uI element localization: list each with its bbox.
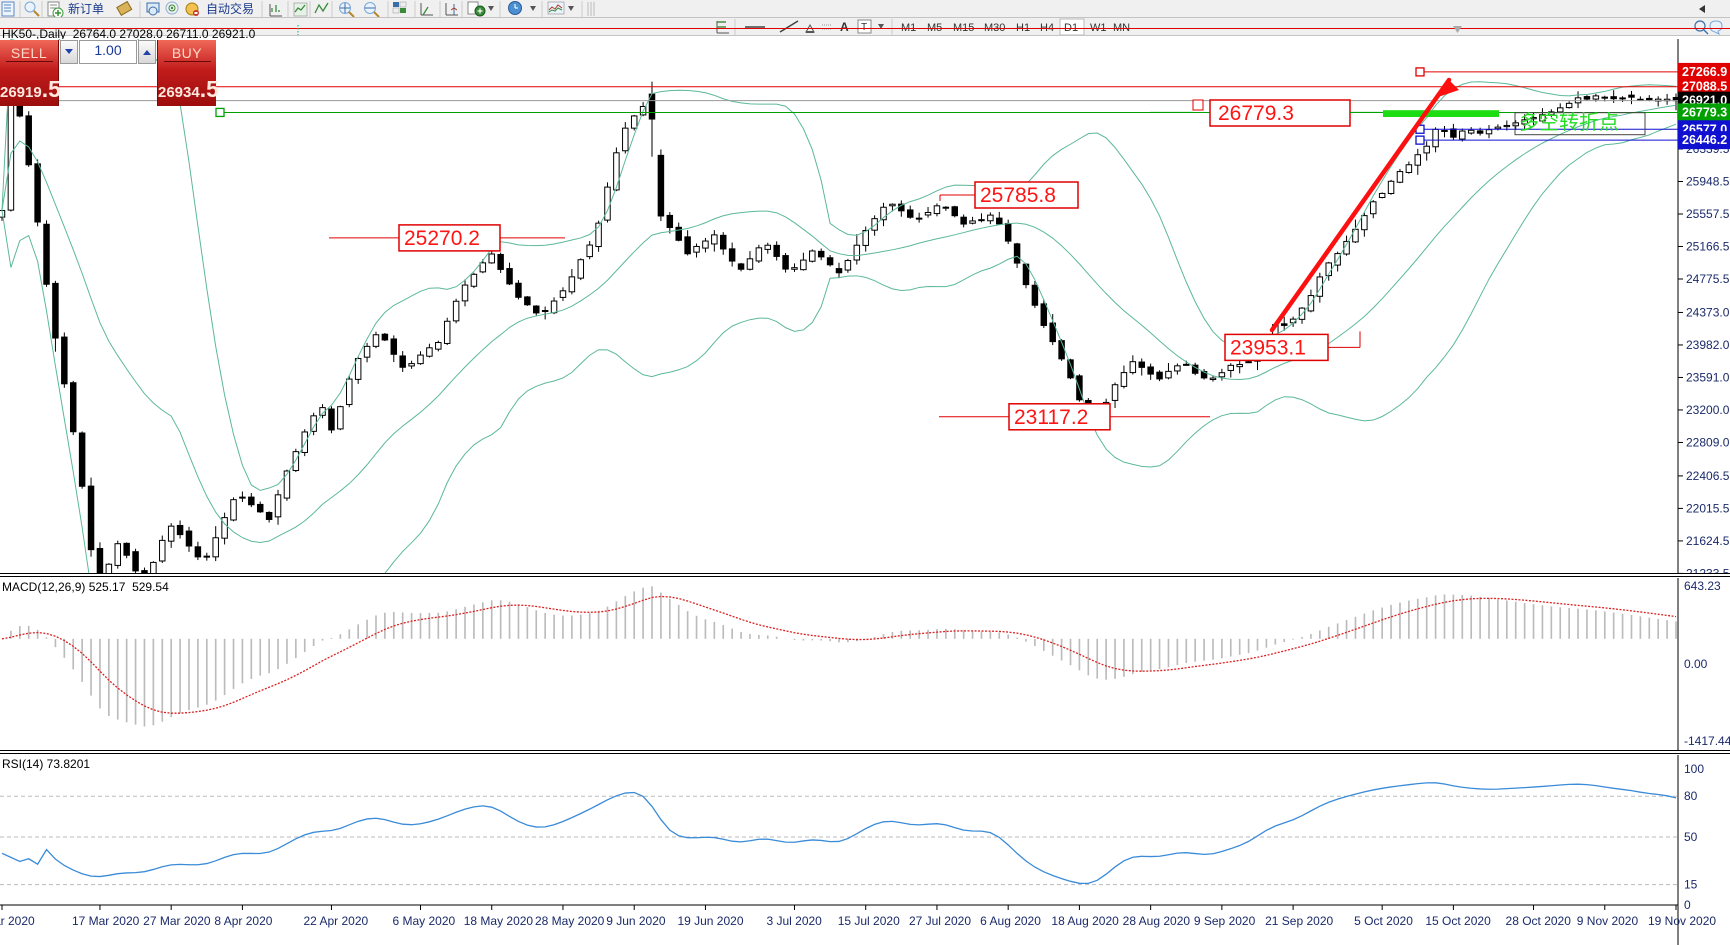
- svg-text:9 Sep 2020: 9 Sep 2020: [1194, 914, 1256, 928]
- svg-text:23953.1: 23953.1: [1230, 336, 1306, 359]
- svg-text:21 Sep 2020: 21 Sep 2020: [1265, 914, 1333, 928]
- svg-text:26446.2: 26446.2: [1682, 133, 1727, 147]
- svg-text:17 Mar 2020: 17 Mar 2020: [72, 914, 140, 928]
- svg-text:9 Jun 2020: 9 Jun 2020: [606, 914, 666, 928]
- svg-text:8 Apr 2020: 8 Apr 2020: [214, 914, 272, 928]
- svg-text:新订单: 新订单: [68, 1, 104, 16]
- svg-text:80: 80: [1684, 789, 1698, 803]
- svg-text:19 Nov 2020: 19 Nov 2020: [1648, 914, 1716, 928]
- svg-text:15: 15: [1684, 878, 1698, 892]
- svg-text:19 Jun 2020: 19 Jun 2020: [677, 914, 743, 928]
- svg-text:25785.8: 25785.8: [980, 184, 1056, 207]
- svg-text:28 May 2020: 28 May 2020: [535, 914, 605, 928]
- svg-text:28 Oct 2020: 28 Oct 2020: [1506, 914, 1572, 928]
- svg-text:2 Mar 2020: 2 Mar 2020: [0, 914, 35, 928]
- svg-text:28 Aug 2020: 28 Aug 2020: [1123, 914, 1191, 928]
- svg-text:643.23: 643.23: [1684, 579, 1721, 593]
- svg-text:25270.2: 25270.2: [404, 227, 480, 250]
- svg-text:27 Mar 2020: 27 Mar 2020: [143, 914, 211, 928]
- svg-text:0: 0: [1684, 898, 1691, 912]
- svg-text:3 Jul 2020: 3 Jul 2020: [766, 914, 822, 928]
- svg-text:15 Jul 2020: 15 Jul 2020: [838, 914, 900, 928]
- svg-text:50: 50: [1684, 830, 1698, 844]
- svg-text:18 Aug 2020: 18 Aug 2020: [1051, 914, 1119, 928]
- svg-text:6 May 2020: 6 May 2020: [393, 914, 456, 928]
- svg-text:15 Oct 2020: 15 Oct 2020: [1425, 914, 1491, 928]
- svg-text:22 Apr 2020: 22 Apr 2020: [303, 914, 368, 928]
- svg-text:100: 100: [1684, 762, 1704, 776]
- svg-text:自动交易: 自动交易: [206, 1, 254, 16]
- svg-text:9 Nov 2020: 9 Nov 2020: [1577, 914, 1639, 928]
- svg-text:6 Aug 2020: 6 Aug 2020: [980, 914, 1041, 928]
- svg-text:26779.3: 26779.3: [1682, 105, 1727, 119]
- svg-text:23117.2: 23117.2: [1014, 406, 1088, 429]
- svg-text:27 Jul 2020: 27 Jul 2020: [909, 914, 971, 928]
- svg-text:0.00: 0.00: [1684, 657, 1708, 671]
- svg-text:5 Oct 2020: 5 Oct 2020: [1354, 914, 1413, 928]
- svg-text:多空转折点: 多空转折点: [1519, 111, 1619, 134]
- svg-text:-1417.44: -1417.44: [1684, 734, 1730, 748]
- svg-text:18 May 2020: 18 May 2020: [464, 914, 534, 928]
